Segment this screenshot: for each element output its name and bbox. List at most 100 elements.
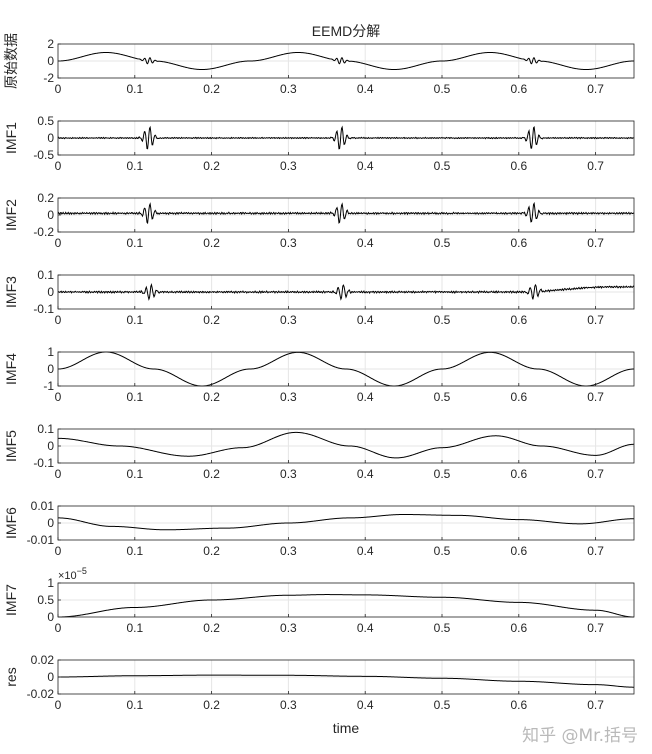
y-tick-label: 0 bbox=[47, 208, 54, 222]
y-exponent-power: −5 bbox=[77, 566, 87, 576]
series-line-imf6 bbox=[58, 514, 634, 531]
x-tick-label: 0 bbox=[55, 621, 62, 635]
x-tick-label: 0.4 bbox=[357, 467, 374, 481]
x-tick-label: 0.7 bbox=[587, 313, 604, 327]
y-tick-label: 0 bbox=[47, 610, 54, 624]
y-axis-label: IMF2 bbox=[3, 199, 19, 231]
x-tick-label: 0.5 bbox=[434, 236, 451, 250]
x-tick-label: 0.4 bbox=[357, 390, 374, 404]
y-axis-label: IMF4 bbox=[3, 353, 19, 385]
y-tick-label: -0.01 bbox=[27, 533, 55, 547]
x-tick-label: 0.2 bbox=[203, 467, 220, 481]
y-tick-label: 0 bbox=[47, 439, 54, 453]
x-tick-label: 0 bbox=[55, 159, 62, 173]
y-tick-label: -2 bbox=[43, 71, 54, 85]
y-tick-label: 0.1 bbox=[37, 422, 54, 436]
x-tick-label: 0.2 bbox=[203, 159, 220, 173]
x-tick-label: 0.6 bbox=[510, 236, 527, 250]
x-tick-label: 0.7 bbox=[587, 467, 604, 481]
x-tick-label: 0.1 bbox=[126, 82, 143, 96]
x-tick-label: 0.1 bbox=[126, 467, 143, 481]
x-tick-label: 0.3 bbox=[280, 467, 297, 481]
x-tick-label: 0.3 bbox=[280, 544, 297, 558]
x-tick-label: 0.5 bbox=[434, 390, 451, 404]
y-exponent-label: ×10−5 bbox=[58, 566, 87, 582]
x-tick-label: 0.5 bbox=[434, 698, 451, 712]
x-tick-label: 0 bbox=[55, 544, 62, 558]
y-tick-label: 0 bbox=[47, 362, 54, 376]
watermark: 知乎 @Mr.括号 bbox=[522, 726, 638, 746]
series-line-原始数据 bbox=[58, 52, 634, 70]
y-tick-label: 0 bbox=[47, 516, 54, 530]
x-tick-label: 0.3 bbox=[280, 236, 297, 250]
series-line-imf2 bbox=[57, 201, 635, 225]
x-tick-label: 0 bbox=[55, 698, 62, 712]
y-tick-label: -1 bbox=[43, 379, 54, 393]
y-tick-label: 0.02 bbox=[31, 653, 55, 667]
y-tick-label: 0.5 bbox=[37, 114, 54, 128]
x-tick-label: 0.2 bbox=[203, 621, 220, 635]
x-tick-label: 0.1 bbox=[126, 313, 143, 327]
y-tick-label: -0.2 bbox=[33, 225, 54, 239]
y-tick-label: 0 bbox=[47, 670, 54, 684]
x-tick-label: 0.5 bbox=[434, 467, 451, 481]
x-tick-label: 0.6 bbox=[510, 544, 527, 558]
x-tick-label: 0.4 bbox=[357, 544, 374, 558]
y-tick-label: 1 bbox=[47, 345, 54, 359]
x-tick-label: 0.1 bbox=[126, 159, 143, 173]
x-tick-label: 0 bbox=[55, 82, 62, 96]
x-tick-label: 0.3 bbox=[280, 621, 297, 635]
y-tick-label: -0.1 bbox=[33, 456, 54, 470]
y-tick-label: -0.02 bbox=[27, 687, 55, 701]
x-tick-label: 0.6 bbox=[510, 698, 527, 712]
y-tick-label: -0.1 bbox=[33, 302, 54, 316]
x-tick-label: 0.6 bbox=[510, 621, 527, 635]
y-axis-label: res bbox=[3, 667, 19, 686]
x-tick-label: 0.2 bbox=[203, 544, 220, 558]
y-tick-label: -0.5 bbox=[33, 148, 54, 162]
y-tick-label: 0 bbox=[47, 54, 54, 68]
x-tick-label: 0.5 bbox=[434, 313, 451, 327]
x-tick-label: 0.7 bbox=[587, 390, 604, 404]
y-tick-label: 0.2 bbox=[37, 191, 54, 205]
y-tick-label: 0.5 bbox=[37, 593, 54, 607]
y-tick-label: 2 bbox=[47, 37, 54, 51]
y-tick-label: 1 bbox=[47, 576, 54, 590]
x-tick-label: 0.2 bbox=[203, 236, 220, 250]
x-tick-label: 0.2 bbox=[203, 313, 220, 327]
y-tick-label: 0 bbox=[47, 285, 54, 299]
y-tick-label: 0 bbox=[47, 131, 54, 145]
x-tick-label: 0.4 bbox=[357, 313, 374, 327]
x-tick-label: 0.2 bbox=[203, 82, 220, 96]
y-axis-label: IMF1 bbox=[3, 122, 19, 154]
x-tick-label: 0.4 bbox=[357, 621, 374, 635]
x-tick-label: 0.7 bbox=[587, 159, 604, 173]
x-tick-label: 0.7 bbox=[587, 621, 604, 635]
y-axis-label: IMF6 bbox=[3, 507, 19, 539]
y-axis-label: IMF5 bbox=[3, 430, 19, 462]
x-tick-label: 0.3 bbox=[280, 159, 297, 173]
x-tick-label: 0.4 bbox=[357, 159, 374, 173]
x-axis-label: time bbox=[333, 720, 360, 736]
x-tick-label: 0.6 bbox=[510, 467, 527, 481]
x-tick-label: 0.6 bbox=[510, 313, 527, 327]
x-tick-label: 0.1 bbox=[126, 390, 143, 404]
chart-title: EEMD分解 bbox=[312, 23, 380, 39]
x-tick-label: 0.5 bbox=[434, 621, 451, 635]
x-tick-label: 0.7 bbox=[587, 544, 604, 558]
x-tick-label: 0.7 bbox=[587, 698, 604, 712]
x-tick-label: 0.3 bbox=[280, 698, 297, 712]
x-tick-label: 0 bbox=[55, 313, 62, 327]
x-tick-label: 0.2 bbox=[203, 390, 220, 404]
series-line-imf4 bbox=[57, 351, 635, 387]
x-tick-label: 0.7 bbox=[587, 82, 604, 96]
series-line-imf1 bbox=[57, 125, 635, 150]
x-tick-label: 0 bbox=[55, 467, 62, 481]
